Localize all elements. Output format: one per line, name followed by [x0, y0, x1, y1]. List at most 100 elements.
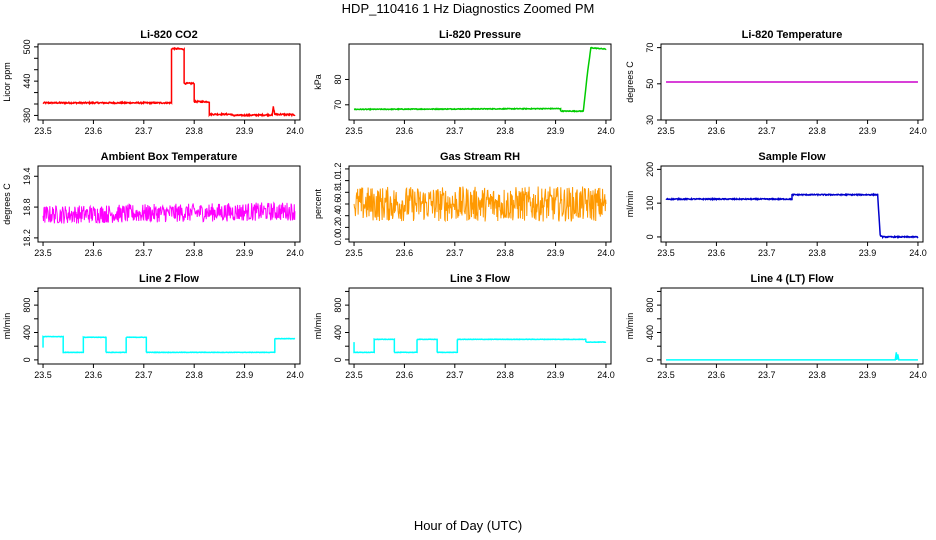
x-tick-label: 24.0 [286, 126, 304, 136]
y-tick-label: 400 [645, 325, 655, 340]
y-tick-label: 400 [22, 325, 32, 340]
chart-title: Line 3 Flow [450, 273, 510, 285]
y-tick-label: 70 [333, 100, 343, 110]
chart-title: Gas Stream RH [440, 151, 520, 163]
x-tick-label: 23.6 [396, 126, 414, 136]
chart-title: Line 2 Flow [139, 273, 199, 285]
x-tick-label: 23.6 [708, 248, 726, 258]
series-line [353, 337, 607, 354]
y-tick-label: 0.4 [333, 209, 343, 222]
x-tick-label: 23.8 [185, 126, 203, 136]
figure-title: HDP_110416 1 Hz Diagnostics Zoomed PM [341, 1, 595, 16]
x-tick-label: 23.8 [185, 248, 203, 258]
x-tick-label: 23.6 [396, 248, 414, 258]
x-tick-label: 23.9 [236, 126, 254, 136]
chart-panel: Gas Stream RH percent 23.5 23.6 23.7 23.8 23.9… [313, 151, 615, 258]
x-tick-label: 23.9 [547, 370, 565, 380]
x-tick-label: 24.0 [909, 248, 927, 258]
plot-frame [348, 287, 612, 365]
x-tick-label: 23.7 [446, 370, 464, 380]
y-axis-label: percent [313, 188, 323, 219]
x-tick-label: 23.6 [708, 370, 726, 380]
y-axis-label: Licor ppm [2, 62, 12, 102]
chart-title: Li-820 Pressure [439, 29, 521, 41]
y-axis-label: kPa [313, 74, 323, 90]
plot-frame [37, 287, 301, 365]
series-line [42, 335, 296, 354]
x-tick-label: 23.6 [85, 126, 103, 136]
x-tick-label: 24.0 [597, 370, 615, 380]
y-tick-label: 800 [22, 298, 32, 313]
y-tick-label: 0 [333, 357, 343, 362]
y-tick-label: 80 [333, 74, 343, 84]
y-tick-label: 18.8 [22, 198, 32, 216]
x-tick-label: 23.5 [345, 370, 363, 380]
y-tick-label: 18.2 [22, 229, 32, 247]
series-line [665, 192, 919, 240]
x-tick-label: 24.0 [909, 126, 927, 136]
chart-title: Ambient Box Temperature [101, 151, 238, 163]
y-axis-label: ml/min [625, 313, 635, 340]
y-tick-label: 0.8 [333, 186, 343, 199]
chart-panel: Li-820 Temperature degrees C 23.5 23.6 23.7 2… [625, 29, 927, 136]
x-tick-label: 23.6 [85, 370, 103, 380]
x-tick-label: 23.7 [758, 126, 776, 136]
y-tick-label: 70 [645, 43, 655, 53]
y-tick-label: 500 [22, 39, 32, 54]
y-tick-label: 400 [333, 325, 343, 340]
x-tick-label: 23.6 [708, 126, 726, 136]
chart-panel: Line 2 Flow ml/min 23.5 23.6 23.7 23.8 23.9 24.… [2, 273, 304, 380]
plot-frame [660, 287, 924, 365]
x-tick-label: 23.5 [34, 126, 52, 136]
y-tick-label: 0 [645, 357, 655, 362]
x-tick-label: 23.7 [758, 248, 776, 258]
series-line [353, 46, 607, 113]
y-axis-label: ml/min [2, 313, 12, 340]
x-tick-label: 23.9 [236, 370, 254, 380]
x-tick-label: 23.7 [446, 126, 464, 136]
y-tick-label: 1.2 [333, 163, 343, 176]
x-tick-label: 23.8 [185, 370, 203, 380]
y-tick-label: 200 [645, 162, 655, 177]
y-tick-label: 1.0 [333, 174, 343, 187]
y-tick-label: 440 [22, 74, 32, 89]
y-tick-label: 0.0 [333, 233, 343, 246]
x-tick-label: 23.9 [236, 248, 254, 258]
plot-frame [37, 165, 301, 243]
y-tick-label: 380 [22, 108, 32, 123]
series-line [42, 201, 296, 224]
x-tick-label: 23.5 [657, 248, 675, 258]
plot-frame [37, 43, 301, 121]
x-tick-label: 23.6 [85, 248, 103, 258]
chart-title: Li-820 CO2 [140, 29, 197, 41]
chart-panel: Ambient Box Temperature degrees C 23.5 23.6… [2, 151, 304, 258]
chart-panel: Li-820 Pressure kPa 23.5 23.6 23.7 23.8 23.9 24… [313, 29, 615, 136]
x-tick-label: 24.0 [597, 126, 615, 136]
plot-frame [660, 43, 924, 121]
chart-panel: Li-820 CO2 Licor ppm 23.5 23.6 23.7 23.8 23.9 2… [2, 29, 304, 136]
chart-title: Li-820 Temperature [742, 29, 843, 41]
x-tick-label: 23.9 [859, 370, 877, 380]
y-axis-label: degrees C [2, 183, 12, 225]
y-tick-label: 100 [645, 196, 655, 211]
chart-panel: Line 4 (LT) Flow ml/min 23.5 23.6 23.7 23.8 23… [625, 273, 927, 380]
y-axis-label: ml/min [625, 191, 635, 218]
x-tick-label: 23.7 [135, 248, 153, 258]
x-tick-label: 23.7 [446, 248, 464, 258]
y-tick-label: 800 [333, 298, 343, 313]
x-tick-label: 24.0 [286, 248, 304, 258]
x-tick-label: 24.0 [909, 370, 927, 380]
x-tick-label: 23.9 [859, 248, 877, 258]
x-tick-label: 24.0 [286, 370, 304, 380]
plot-frame [660, 165, 924, 243]
chart-title: Sample Flow [758, 151, 826, 163]
x-tick-label: 23.8 [808, 370, 826, 380]
chart-panel: Line 3 Flow ml/min 23.5 23.6 23.7 23.8 23.9 24.… [313, 273, 615, 380]
y-tick-label: 30 [645, 115, 655, 125]
x-tick-label: 23.7 [135, 126, 153, 136]
x-tick-label: 23.5 [34, 370, 52, 380]
series-line [42, 46, 296, 118]
x-tick-label: 23.5 [345, 126, 363, 136]
x-tick-label: 23.6 [396, 370, 414, 380]
